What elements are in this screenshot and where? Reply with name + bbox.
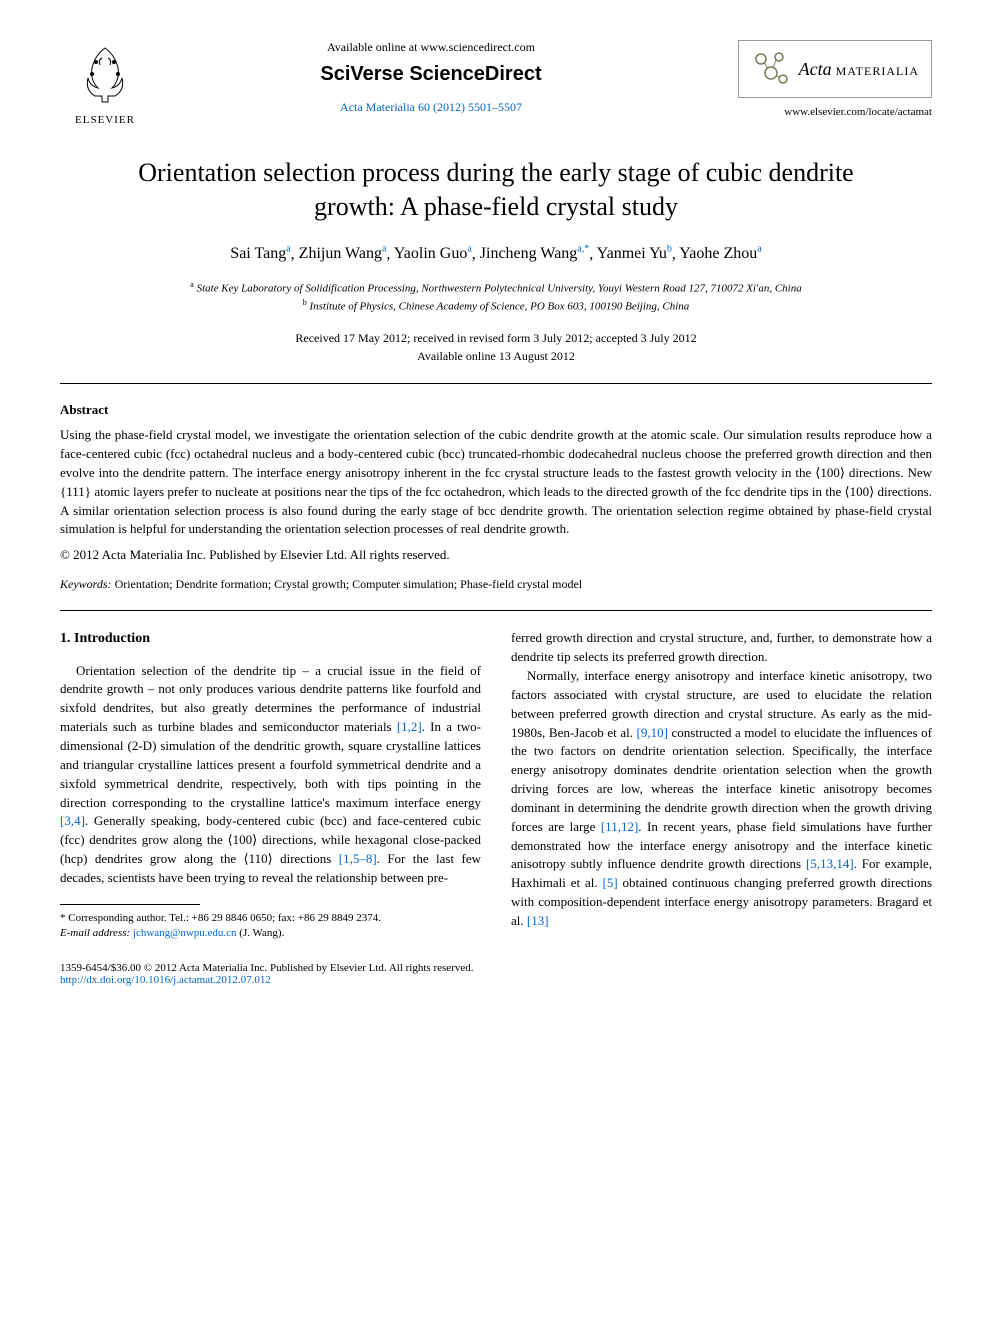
body-paragraph: Orientation selection of the dendrite ti… [60,662,481,888]
ref-link[interactable]: [13] [527,913,549,928]
journal-logo-block: Acta MATERIALIA www.elsevier.com/locate/… [712,40,932,118]
ref-link[interactable]: [11,12] [601,819,638,834]
issn-copyright: 1359-6454/$36.00 © 2012 Acta Materialia … [60,962,473,974]
center-header: Available online at www.sciencedirect.co… [150,40,712,115]
acta-logo-box: Acta MATERIALIA [738,40,932,98]
article-title: Orientation selection process during the… [100,156,892,224]
received-line: Received 17 May 2012; received in revise… [60,329,932,347]
corresponding-author: * Corresponding author. Tel.: +86 29 884… [60,911,481,926]
author: Sai Tanga [230,245,290,262]
journal-url[interactable]: www.elsevier.com/locate/actamat [784,106,932,118]
elsevier-label: ELSEVIER [75,114,135,126]
author: Yanmei Yub [597,245,672,262]
author: Zhijun Wanga [299,245,387,262]
elsevier-tree-icon [70,40,140,110]
ref-link[interactable]: [5,13,14] [806,856,854,871]
online-line: Available online 13 August 2012 [60,347,932,365]
abstract-heading: Abstract [60,402,932,418]
keywords-label: Keywords: [60,577,112,591]
email-link[interactable]: jchwang@nwpu.edu.cn [133,927,237,939]
ref-link[interactable]: [1,2] [397,719,422,734]
body-paragraph: ferred growth direction and crystal stru… [511,629,932,667]
divider [60,610,932,611]
right-column: ferred growth direction and crystal stru… [511,629,932,941]
author: Yaohe Zhoua [679,245,761,262]
ref-link[interactable]: [1,5–8] [339,851,377,866]
dates-block: Received 17 May 2012; received in revise… [60,329,932,365]
affiliation-a: State Key Laboratory of Solidification P… [197,283,802,295]
acta-title: Acta MATERIALIA [799,59,919,80]
ref-link[interactable]: [3,4] [60,813,85,828]
acta-name: Acta [799,59,832,79]
acta-molecule-icon [751,49,791,89]
body-paragraph: Normally, interface energy anisotropy an… [511,667,932,931]
body-columns: 1. Introduction Orientation selection of… [60,629,932,941]
divider [60,383,932,384]
footer-row: 1359-6454/$36.00 © 2012 Acta Materialia … [60,962,932,986]
keywords-text: Orientation; Dendrite formation; Crystal… [115,577,583,591]
footnote-block: * Corresponding author. Tel.: +86 29 884… [60,911,481,942]
keywords-line: Keywords: Orientation; Dendrite formatio… [60,577,932,592]
ref-link[interactable]: [9,10] [637,725,668,740]
available-online-text: Available online at www.sciencedirect.co… [170,40,692,55]
affiliations: a State Key Laboratory of Solidification… [60,279,932,315]
email-line: E-mail address: jchwang@nwpu.edu.cn (J. … [60,926,481,941]
authors-list: Sai Tanga, Zhijun Wanga, Yaolin Guoa, Ji… [60,244,932,263]
author: Yaolin Guoa [394,245,472,262]
footnote-separator [60,904,200,905]
affiliation-b: Institute of Physics, Chinese Academy of… [309,301,689,313]
footer-left: 1359-6454/$36.00 © 2012 Acta Materialia … [60,962,473,986]
elsevier-logo: ELSEVIER [60,40,150,126]
ref-link[interactable]: [5] [602,875,617,890]
author: Jincheng Wanga,* [480,245,589,262]
section-heading: 1. Introduction [60,629,481,649]
sciverse-brand: SciVerse ScienceDirect [170,63,692,86]
journal-reference[interactable]: Acta Materialia 60 (2012) 5501–5507 [170,100,692,115]
copyright-text: © 2012 Acta Materialia Inc. Published by… [60,547,932,563]
doi-link[interactable]: http://dx.doi.org/10.1016/j.actamat.2012… [60,974,473,986]
abstract-text: Using the phase-field crystal model, we … [60,426,932,539]
header-row: ELSEVIER Available online at www.science… [60,40,932,126]
left-column: 1. Introduction Orientation selection of… [60,629,481,941]
acta-suffix: MATERIALIA [836,64,919,78]
